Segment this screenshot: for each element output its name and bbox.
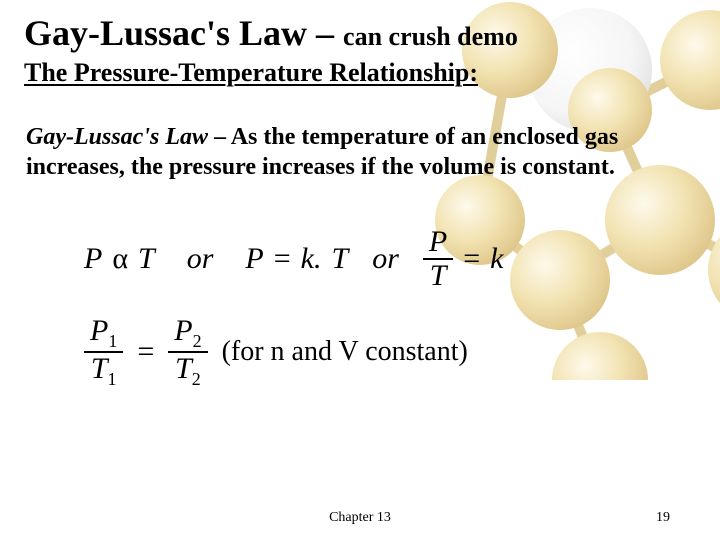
slide-content: Gay-Lussac's Law – can crush demo The Pr… <box>0 0 720 389</box>
slide-subtitle: The Pressure-Temperature Relationship: <box>24 58 696 88</box>
eq-or2: or <box>372 242 399 276</box>
equation-line-2: P1 T1 = P2 T2 (for n and V constant) <box>84 315 696 389</box>
equation-block: P α T or P = k. T or P T = k P1 <box>24 226 696 389</box>
definition-dash: – <box>208 124 231 150</box>
eq-k2: k <box>490 242 503 276</box>
eq-frac-den: T <box>424 260 453 292</box>
eq-T: T <box>138 242 155 276</box>
eq-P1: P1 <box>84 315 123 351</box>
eq-alpha: α <box>112 242 128 276</box>
equation-line-1: P α T or P = k. T or P T = k <box>84 226 696 291</box>
eq-P: P <box>84 242 102 276</box>
eq-T1: T1 <box>85 353 123 389</box>
title-main: Gay-Lussac's Law – <box>24 13 343 53</box>
definition-term: Gay-Lussac's Law <box>26 124 208 150</box>
eq-k: k. <box>301 242 322 276</box>
eq-equals: = <box>274 242 291 276</box>
title-sub: can crush demo <box>343 22 518 51</box>
eq-T2: T2 <box>169 353 207 389</box>
eq-Tk: T <box>332 242 349 276</box>
slide-title: Gay-Lussac's Law – can crush demo <box>24 12 696 54</box>
eq-frac-PT: P T <box>423 226 453 291</box>
footer-page: 19 <box>656 510 670 526</box>
eq-frac-P2T2: P2 T2 <box>168 315 207 389</box>
eq-or1: or <box>187 242 214 276</box>
footer-chapter: Chapter 13 <box>0 510 720 526</box>
eq-P2b: P2 <box>168 315 207 351</box>
eq-P2: P <box>245 242 263 276</box>
eq-note: (for n and V constant) <box>222 336 468 368</box>
eq-frac-num: P <box>423 226 453 258</box>
definition-text: Gay-Lussac's Law – As the temperature of… <box>24 122 696 182</box>
eq-equals2: = <box>463 242 480 276</box>
eq-frac-P1T1: P1 T1 <box>84 315 123 389</box>
eq-equals3: = <box>137 335 154 369</box>
